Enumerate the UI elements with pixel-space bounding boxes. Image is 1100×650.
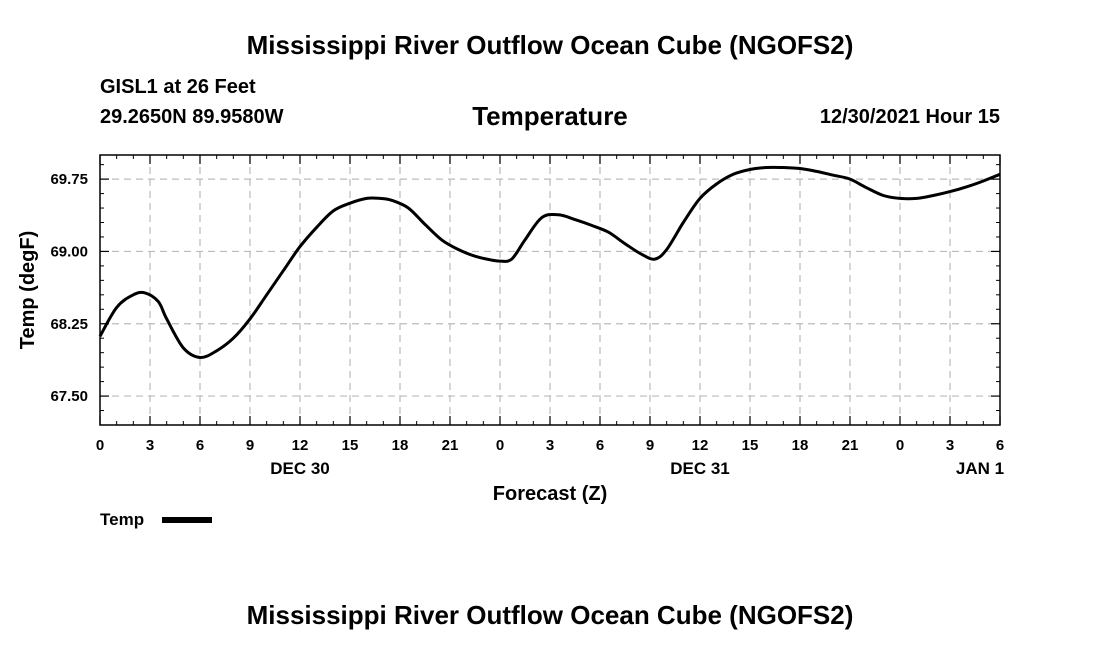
x-date-label: JAN 1 — [956, 459, 1004, 478]
y-tick-label: 68.25 — [50, 316, 88, 333]
x-tick-label: 0 — [896, 437, 904, 454]
y-tick-label: 69.00 — [50, 243, 88, 260]
forecast-datetime: 12/30/2021 Hour 15 — [819, 106, 1000, 128]
chart-subtitle: Temperature — [472, 101, 628, 131]
x-tick-label: 6 — [196, 437, 204, 454]
x-tick-label: 18 — [792, 437, 809, 454]
series-layer — [98, 165, 1001, 360]
x-tick-label: 3 — [146, 437, 154, 454]
x-date-label: DEC 30 — [270, 459, 330, 478]
axis-layer: 0 3 6 9 12 15 18 21 0 3 6 9 12 15 18 21 0 3 6 67.50 68.25 69.… — [50, 155, 1004, 478]
x-tick-label: 15 — [342, 437, 359, 454]
footer-title: Mississippi River Outflow Ocean Cube (NG… — [246, 600, 854, 630]
x-tick-label: 12 — [292, 437, 309, 454]
x-tick-label: 3 — [946, 437, 954, 454]
plot-frame — [99, 154, 1001, 426]
legend-label: Temp — [100, 510, 144, 529]
x-tick-label: 21 — [842, 437, 859, 454]
grid-layer — [100, 155, 1000, 425]
x-tick-label: 6 — [996, 437, 1004, 454]
x-axis-label: Forecast (Z) — [493, 483, 607, 505]
chart-main-title: Mississippi River Outflow Ocean Cube (NG… — [246, 30, 854, 60]
x-date-label: DEC 31 — [670, 459, 730, 478]
x-tick-label: 9 — [246, 437, 254, 454]
station-coordinates: 29.2650N 89.9580W — [100, 106, 284, 128]
x-tick-label: 12 — [692, 437, 709, 454]
series-line-temp — [98, 165, 1001, 360]
y-axis-label: Temp (degF) — [17, 231, 39, 350]
x-tick-label: 3 — [546, 437, 554, 454]
x-tick-label: 15 — [742, 437, 759, 454]
x-tick-label: 0 — [96, 437, 104, 454]
x-tick-label: 6 — [596, 437, 604, 454]
y-tick-label: 67.50 — [50, 388, 88, 405]
y-tick-label: 69.75 — [50, 171, 88, 188]
x-tick-label: 21 — [442, 437, 459, 454]
station-label: GISL1 at 26 Feet — [100, 76, 256, 98]
x-tick-label: 18 — [392, 437, 409, 454]
x-tick-label: 0 — [496, 437, 504, 454]
x-tick-label: 9 — [646, 437, 654, 454]
